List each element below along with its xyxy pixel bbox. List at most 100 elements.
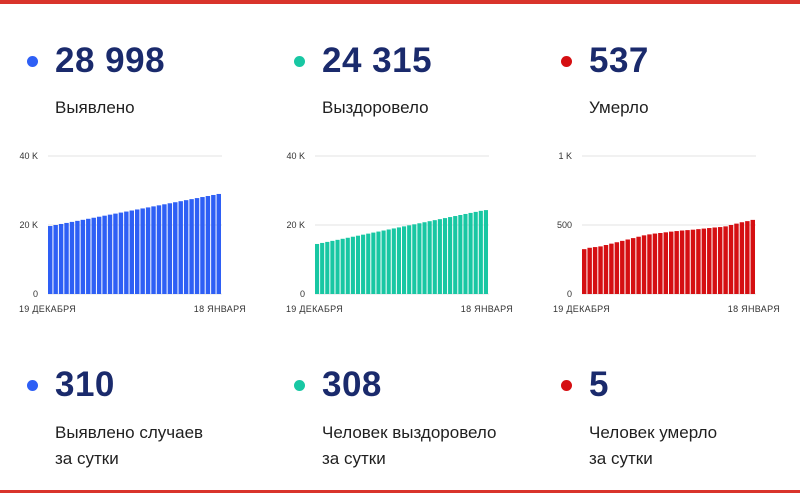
bar xyxy=(391,228,396,294)
bar xyxy=(674,231,679,294)
deaths-chart: 0 500 1 K 19 ДЕКАБРЯ 18 ЯНВАРЯ xyxy=(534,145,800,325)
bar xyxy=(118,212,124,294)
bar xyxy=(750,219,755,294)
x-tick-label-start: 19 ДЕКАБРЯ xyxy=(286,304,343,314)
bar xyxy=(205,196,211,294)
bar xyxy=(173,202,178,294)
bar xyxy=(200,197,205,294)
bar xyxy=(140,208,145,294)
detected-chart-svg: 0 20 K 40 K 19 ДЕКАБРЯ 18 ЯНВАРЯ xyxy=(19,151,246,314)
detected-daily-label-line1: Выявлено случаев xyxy=(55,423,204,442)
bar xyxy=(603,245,609,294)
bar xyxy=(669,231,674,294)
bar xyxy=(69,221,75,294)
bar xyxy=(625,239,630,294)
bar xyxy=(483,210,488,294)
bar xyxy=(178,201,183,294)
bar xyxy=(620,240,625,294)
bar xyxy=(696,229,701,294)
bar xyxy=(381,230,386,294)
bar xyxy=(194,198,200,294)
bar xyxy=(189,199,194,295)
bar xyxy=(614,242,620,294)
bar xyxy=(647,234,652,294)
detected-daily: 310 xyxy=(55,365,115,404)
bar xyxy=(156,205,162,294)
bar xyxy=(315,243,320,294)
y-tick-label: 40 K xyxy=(19,151,38,161)
bar xyxy=(335,239,340,294)
recovered-dot xyxy=(294,56,305,67)
deaths-total: 537 xyxy=(589,41,649,80)
bar xyxy=(129,210,134,294)
bar xyxy=(113,213,118,294)
bar xyxy=(630,238,636,294)
bar xyxy=(325,241,330,294)
bar xyxy=(690,229,696,294)
bar xyxy=(417,223,422,294)
bar xyxy=(350,236,355,294)
recovered-chart-svg: 0 20 K 40 K 19 ДЕКАБРЯ 18 ЯНВАРЯ xyxy=(286,151,513,314)
bar xyxy=(723,226,728,294)
bar xyxy=(330,240,335,294)
x-tick-label-end: 18 ЯНВАРЯ xyxy=(728,304,780,314)
y-tick-label: 20 K xyxy=(19,220,38,230)
bar xyxy=(453,216,458,294)
bar xyxy=(53,225,58,294)
detected-daily-label-line2: за сутки xyxy=(55,449,119,468)
recovered-daily-label-line2: за сутки xyxy=(322,449,386,468)
deaths-dot xyxy=(561,56,572,67)
bar xyxy=(371,232,376,294)
bar xyxy=(102,215,107,294)
x-tick-label-end: 18 ЯНВАРЯ xyxy=(194,304,246,314)
bar xyxy=(366,233,371,295)
deaths-daily-label-line1: Человек умерло xyxy=(589,423,718,442)
bar xyxy=(745,221,750,294)
bar xyxy=(183,200,189,294)
bottom-accent-bar xyxy=(0,490,800,493)
bar xyxy=(376,231,381,294)
bar xyxy=(609,243,614,294)
column-recovered: 24 315 Выздоровело 0 20 K 40 K 19 ДЕКАБРЯ 18… xyxy=(267,0,534,493)
recovered-total: 24 315 xyxy=(322,41,433,80)
x-tick-label-start: 19 ДЕКАБРЯ xyxy=(553,304,610,314)
bar xyxy=(448,217,453,294)
recovered-daily-label-line1: Человек выздоровело xyxy=(322,423,497,442)
bar xyxy=(320,242,325,294)
bar xyxy=(216,193,221,294)
bar xyxy=(641,235,647,294)
detected-daily-dot xyxy=(27,380,38,391)
bar xyxy=(685,230,690,294)
bar xyxy=(145,207,151,294)
bar xyxy=(652,233,658,294)
bar xyxy=(396,227,401,294)
bar xyxy=(478,210,483,294)
y-tick-label: 500 xyxy=(557,220,572,230)
bar xyxy=(345,237,350,294)
bar xyxy=(587,247,592,294)
deaths-daily-dot xyxy=(561,380,572,391)
bar xyxy=(679,230,685,294)
bar xyxy=(636,236,641,294)
bar xyxy=(211,194,216,294)
bar xyxy=(707,228,712,294)
column-detected: 28 998 Выявлено 0 20 K 40 K 19 ДЕКАБРЯ 18 ЯН… xyxy=(0,0,267,493)
bar xyxy=(412,224,417,294)
y-tick-label: 20 K xyxy=(286,220,305,230)
bar xyxy=(734,223,739,294)
bar xyxy=(340,238,345,294)
y-tick-label: 0 xyxy=(300,289,305,299)
bar xyxy=(86,218,91,294)
bar xyxy=(386,229,391,294)
recovered-daily-dot xyxy=(294,380,305,391)
bar xyxy=(701,228,707,294)
bar xyxy=(422,222,427,294)
bar xyxy=(717,227,723,294)
bar xyxy=(80,219,86,294)
deaths-chart-svg: 0 500 1 K 19 ДЕКАБРЯ 18 ЯНВАРЯ xyxy=(553,151,780,314)
y-tick-label: 1 K xyxy=(558,151,572,161)
bar xyxy=(407,225,412,294)
bar xyxy=(355,235,361,294)
bar xyxy=(739,222,745,294)
bar xyxy=(135,209,140,294)
